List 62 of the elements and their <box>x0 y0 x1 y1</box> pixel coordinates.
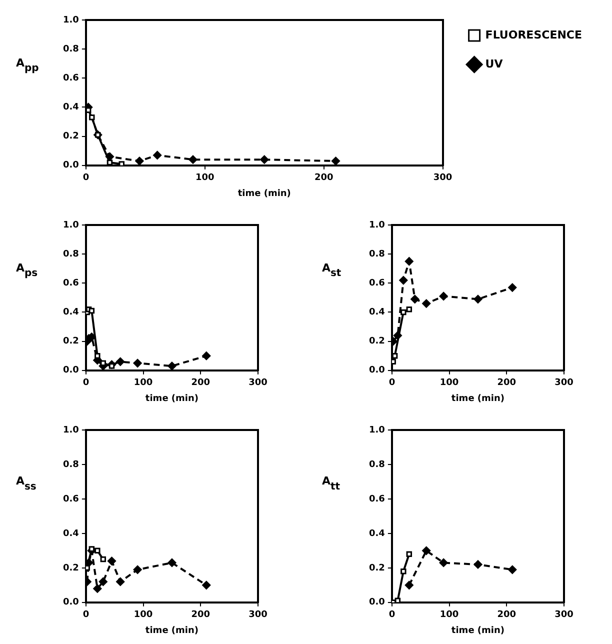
x-tick-label: 100 <box>134 378 153 388</box>
x-tick-label: 300 <box>554 610 574 620</box>
y-axis-title: Ast <box>322 261 342 280</box>
x-tick-label: 0 <box>388 610 396 620</box>
x-axis-title: time (min) <box>238 188 291 199</box>
x-tick-label: 200 <box>314 173 334 184</box>
y-tick-label: 1.0 <box>62 15 79 26</box>
y-axis-title: App <box>16 56 39 74</box>
x-tick-label: 100 <box>440 610 459 620</box>
y-axis-title: Aps <box>16 261 38 280</box>
x-tick-label: 100 <box>195 173 214 184</box>
y-tick-label: 0.6 <box>62 74 79 84</box>
x-tick-label: 200 <box>497 378 516 388</box>
y-tick-label: 0.2 <box>368 563 385 574</box>
y-tick-label: 0.4 <box>62 528 79 539</box>
x-tick-label: 100 <box>134 610 153 620</box>
y-tick-label: 0.0 <box>62 598 79 608</box>
x-tick-label: 0 <box>82 610 90 620</box>
y-tick-label: 0.2 <box>62 132 79 142</box>
x-axis-title: time (min) <box>145 394 199 404</box>
y-tick-label: 0.2 <box>368 336 385 347</box>
y-tick-label: 0.4 <box>368 528 385 539</box>
y-axis-title: Ass <box>16 474 36 492</box>
x-tick-label: 200 <box>191 378 210 388</box>
y-axis-title: Att <box>322 474 340 492</box>
y-tick-label: 0.8 <box>368 460 385 470</box>
y-tick-label: 0.0 <box>368 366 385 376</box>
y-tick-label: 0.8 <box>62 460 79 470</box>
legend-label: UV <box>485 57 504 70</box>
x-axis-title: time (min) <box>451 394 505 404</box>
y-tick-label: 1.0 <box>62 425 79 436</box>
y-tick-label: 0.6 <box>368 278 385 289</box>
x-tick-label: 300 <box>248 610 268 620</box>
x-tick-label: 0 <box>82 173 90 184</box>
y-tick-label: 1.0 <box>62 220 79 230</box>
x-tick-label: 300 <box>554 378 574 388</box>
y-tick-label: 1.0 <box>368 220 385 230</box>
y-tick-label: 0.0 <box>62 160 79 171</box>
x-axis-title: time (min) <box>145 626 199 636</box>
y-tick-label: 0.2 <box>62 563 79 574</box>
y-tick-label: 0.6 <box>62 278 79 289</box>
y-tick-label: 0.8 <box>62 44 79 54</box>
x-tick-label: 200 <box>497 610 516 620</box>
y-tick-label: 0.6 <box>62 494 79 504</box>
x-tick-label: 200 <box>191 610 210 620</box>
x-tick-label: 0 <box>388 378 396 388</box>
x-tick-label: 0 <box>82 378 90 388</box>
y-tick-label: 0.0 <box>368 598 385 608</box>
x-tick-label: 300 <box>433 173 452 184</box>
x-tick-label: 100 <box>440 378 459 388</box>
y-tick-label: 1.0 <box>368 425 385 436</box>
y-tick-label: 0.8 <box>368 249 385 260</box>
y-tick-label: 0.8 <box>62 249 79 260</box>
legend-label: FLUORESCENCE <box>485 28 582 42</box>
y-tick-label: 0.2 <box>62 336 79 347</box>
y-tick-label: 0.0 <box>62 366 79 376</box>
y-tick-label: 0.4 <box>62 102 79 113</box>
y-tick-label: 0.4 <box>62 308 79 318</box>
y-tick-label: 0.6 <box>368 494 385 504</box>
x-tick-label: 300 <box>248 378 268 388</box>
y-tick-label: 0.4 <box>368 308 385 318</box>
x-axis-title: time (min) <box>451 626 505 636</box>
